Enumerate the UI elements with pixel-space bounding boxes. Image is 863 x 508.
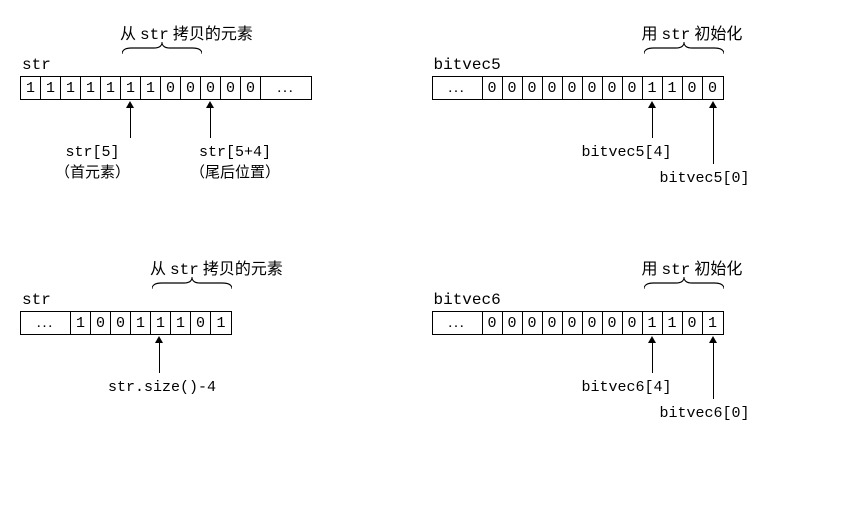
cell: 1 — [171, 312, 191, 334]
cell: 0 — [563, 77, 583, 99]
brace-bottom-right — [644, 277, 724, 289]
brace-bottom-left — [152, 277, 232, 289]
array-bottom-left: ... 1 0 0 1 1 1 0 1 — [20, 311, 232, 335]
label-bv6-0: bitvec6[0] — [660, 405, 750, 422]
cell: 1 — [41, 77, 61, 99]
cell: 0 — [683, 77, 703, 99]
label-str5: str[5] （首元素） — [55, 144, 130, 182]
cell: 1 — [131, 312, 151, 334]
cell: 1 — [71, 312, 91, 334]
label-sub: （首元素） — [55, 161, 130, 182]
panel-top-left: 从 str 拷贝的元素 str 1 1 1 1 1 1 1 0 0 0 0 0 … — [20, 20, 432, 215]
cell: 0 — [563, 312, 583, 334]
title-top-right: 用 str 初始化 — [642, 20, 743, 44]
title-prefix: 从 — [120, 26, 140, 43]
cell: 0 — [221, 77, 241, 99]
panel-bottom-left: 从 str 拷贝的元素 str ... 1 0 0 1 1 1 0 1 str.… — [20, 255, 432, 435]
cell: 1 — [663, 77, 683, 99]
varname-top-right: bitvec5 — [434, 56, 501, 74]
cell: 1 — [151, 312, 171, 334]
label-bv6-4: bitvec6[4] — [582, 379, 672, 396]
label-mono: str[5+4] — [199, 144, 271, 161]
panel-top-right: 用 str 初始化 bitvec5 ... 0 0 0 0 0 0 0 0 1 … — [432, 20, 844, 215]
cell: 0 — [583, 77, 603, 99]
cell: 0 — [603, 77, 623, 99]
cell: 0 — [583, 312, 603, 334]
cell: 1 — [81, 77, 101, 99]
cell: 1 — [101, 77, 121, 99]
arrow-bv6-0 — [713, 341, 714, 399]
cell: 0 — [543, 312, 563, 334]
cell: 0 — [503, 77, 523, 99]
cell: 0 — [483, 77, 503, 99]
cell-dots: ... — [433, 312, 483, 334]
cell: 0 — [683, 312, 703, 334]
label-mono: bitvec6[4] — [582, 379, 672, 396]
title-suffix: 拷贝的元素 — [169, 26, 253, 43]
arrow-size4 — [159, 341, 160, 373]
varname-top-left: str — [22, 56, 51, 74]
cell: 0 — [201, 77, 221, 99]
title-prefix: 从 — [150, 261, 170, 278]
label-bv5-4: bitvec5[4] — [582, 144, 672, 161]
label-mono: str[5] — [66, 144, 120, 161]
arrow-bv5-4 — [652, 106, 653, 138]
cell: 1 — [61, 77, 81, 99]
cell: 0 — [703, 77, 723, 99]
cell-dots: ... — [433, 77, 483, 99]
cell: 1 — [703, 312, 723, 334]
cell: 0 — [161, 77, 181, 99]
label-mono: str.size()-4 — [108, 379, 216, 396]
cell: 1 — [643, 77, 663, 99]
cell-dots: ... — [21, 312, 71, 334]
label-sub: （尾后位置） — [190, 161, 280, 182]
title-bottom-right: 用 str 初始化 — [642, 255, 743, 279]
title-top-left: 从 str 拷贝的元素 — [120, 20, 253, 44]
cell: 1 — [141, 77, 161, 99]
label-str54: str[5+4] （尾后位置） — [190, 144, 280, 182]
array-top-right: ... 0 0 0 0 0 0 0 0 1 1 0 0 — [432, 76, 724, 100]
cell: 0 — [111, 312, 131, 334]
label-bv5-0: bitvec5[0] — [660, 170, 750, 187]
title-suffix: 初始化 — [690, 26, 742, 43]
title-bottom-left: 从 str 拷贝的元素 — [150, 255, 283, 279]
cell: 0 — [603, 312, 623, 334]
cell: 1 — [663, 312, 683, 334]
cell: 0 — [241, 77, 261, 99]
varname-bottom-right: bitvec6 — [434, 291, 501, 309]
cell-dots: ... — [261, 77, 311, 99]
cell: 0 — [483, 312, 503, 334]
label-mono: bitvec6[0] — [660, 405, 750, 422]
cell: 0 — [623, 77, 643, 99]
label-size4: str.size()-4 — [108, 379, 216, 396]
cell: 0 — [191, 312, 211, 334]
cell: 1 — [211, 312, 231, 334]
array-top-left: 1 1 1 1 1 1 1 0 0 0 0 0 ... — [20, 76, 312, 100]
arrow-bv5-0 — [713, 106, 714, 164]
varname-bottom-left: str — [22, 291, 51, 309]
cell: 0 — [623, 312, 643, 334]
cell: 1 — [643, 312, 663, 334]
arrow-bv6-4 — [652, 341, 653, 373]
cell: 0 — [523, 77, 543, 99]
cell: 0 — [543, 77, 563, 99]
title-suffix: 初始化 — [690, 261, 742, 278]
title-prefix: 用 — [642, 261, 662, 278]
cell: 1 — [121, 77, 141, 99]
label-mono: bitvec5[0] — [660, 170, 750, 187]
cell: 0 — [91, 312, 111, 334]
cell: 0 — [523, 312, 543, 334]
cell: 1 — [21, 77, 41, 99]
title-prefix: 用 — [642, 26, 662, 43]
label-mono: bitvec5[4] — [582, 144, 672, 161]
panel-bottom-right: 用 str 初始化 bitvec6 ... 0 0 0 0 0 0 0 0 1 … — [432, 255, 844, 435]
arrow-str5 — [130, 106, 131, 138]
brace-top-left — [122, 42, 202, 54]
cell: 0 — [181, 77, 201, 99]
brace-top-right — [644, 42, 724, 54]
title-suffix: 拷贝的元素 — [199, 261, 283, 278]
arrow-str54 — [210, 106, 211, 138]
array-bottom-right: ... 0 0 0 0 0 0 0 0 1 1 0 1 — [432, 311, 724, 335]
cell: 0 — [503, 312, 523, 334]
